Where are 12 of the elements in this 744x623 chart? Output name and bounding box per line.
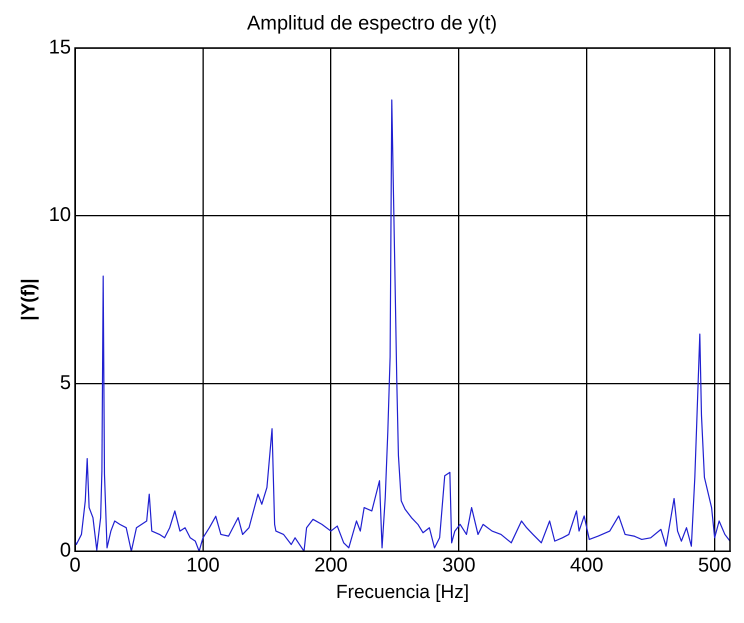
y-tick-label: 0 bbox=[60, 540, 72, 562]
chart-title: Amplitud de espectro de y(t) bbox=[246, 12, 498, 35]
y-tick-label: 10 bbox=[48, 204, 72, 226]
y-tick-label: 5 bbox=[60, 372, 72, 394]
x-tick-label: 300 bbox=[442, 554, 476, 577]
x-tick-label: 200 bbox=[314, 554, 348, 577]
x-tick-label: 100 bbox=[186, 554, 220, 577]
x-tick-label: 400 bbox=[570, 554, 604, 577]
x-tick-label: 500 bbox=[698, 554, 732, 577]
x-axis-title: Frecuencia [Hz] bbox=[336, 582, 470, 603]
y-tick-label: 15 bbox=[48, 36, 72, 59]
y-axis-title: |Y(f)| bbox=[18, 278, 40, 321]
